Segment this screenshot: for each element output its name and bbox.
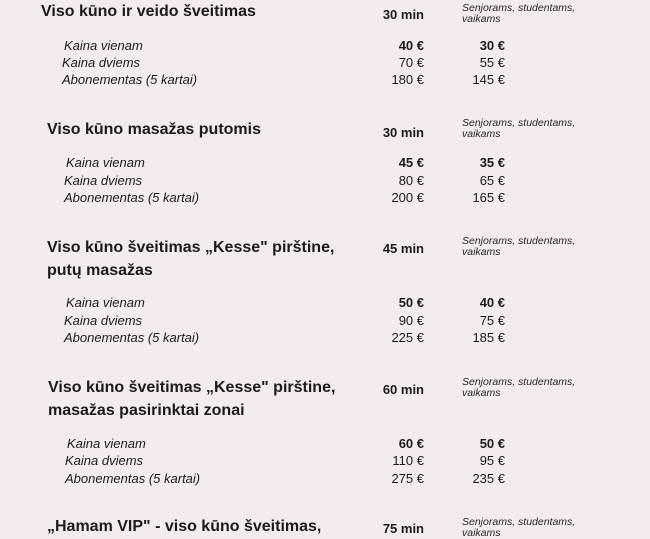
price-label: Kaina dviems <box>64 313 143 328</box>
regular-price: 180 € <box>391 72 424 87</box>
regular-price: 60 € <box>398 436 424 451</box>
discount-note: Senjorams, studentams, vaikams <box>462 117 576 140</box>
regular-price: 50 € <box>398 295 424 310</box>
reduced-price: 145 € <box>472 72 505 87</box>
discount-note: Senjorams, studentams, vaikams <box>462 235 576 258</box>
service-duration: 30 min <box>382 7 424 22</box>
price-row: Abonementas (5 kartai) 275 € 235 € <box>0 471 650 488</box>
regular-price: 110 € <box>392 453 424 468</box>
price-label: Abonementas (5 kartai) <box>64 190 200 205</box>
price-row: Kaina dviems 90 € 75 € <box>0 313 650 330</box>
price-label: Kaina vienam <box>66 295 145 310</box>
service-duration: 45 min <box>382 241 424 256</box>
regular-price: 90 € <box>398 313 424 328</box>
service-duration: 30 min <box>382 125 424 140</box>
regular-price: 45 € <box>398 155 424 170</box>
price-label: Kaina vienam <box>67 436 146 451</box>
reduced-price: 30 € <box>479 38 505 53</box>
service-title: Viso kūno ir veido šveitimas <box>41 3 256 20</box>
regular-price: 200 € <box>391 190 424 205</box>
price-row: Abonementas (5 kartai) 200 € 165 € <box>0 190 650 207</box>
price-label: Kaina dviems <box>62 55 141 70</box>
discount-note: Senjorams, studentams, vaikams <box>462 516 576 539</box>
price-row: Kaina dviems 80 € 65 € <box>0 173 650 190</box>
price-row: Abonementas (5 kartai) 180 € 145 € <box>0 72 650 89</box>
price-row: Abonementas (5 kartai) 225 € 185 € <box>0 330 650 347</box>
price-row: Kaina vienam 60 € 50 € <box>0 436 650 453</box>
price-label: Abonementas (5 kartai) <box>65 471 201 486</box>
reduced-price: 165 € <box>472 190 505 205</box>
regular-price: 40 € <box>398 38 424 53</box>
price-row: Kaina vienam 50 € 40 € <box>0 295 650 312</box>
reduced-price: 50 € <box>479 436 505 451</box>
price-row: Kaina dviems 70 € 55 € <box>0 55 650 72</box>
service-title: Viso kūno masažas putomis <box>47 121 261 138</box>
reduced-price: 75 € <box>479 313 505 328</box>
price-row: Kaina vienam 40 € 30 € <box>0 38 650 55</box>
reduced-price: 35 € <box>479 155 505 170</box>
reduced-price: 95 € <box>479 453 505 468</box>
price-row: Kaina vienam 45 € 35 € <box>0 155 650 172</box>
regular-price: 70 € <box>398 55 424 70</box>
service-title: Viso kūno šveitimas „Kesse" pirštine, ma… <box>48 379 336 419</box>
price-label: Abonementas (5 kartai) <box>64 330 200 345</box>
price-label: Abonementas (5 kartai) <box>62 72 198 87</box>
price-row: Kaina dviems 110 € 95 € <box>0 453 650 470</box>
regular-price: 225 € <box>391 330 424 345</box>
service-duration: 60 min <box>382 382 424 397</box>
regular-price: 275 € <box>391 471 424 486</box>
service-title: „Hamam VIP" - viso kūno šveitimas, <box>47 518 322 535</box>
price-label: Kaina dviems <box>64 173 143 188</box>
service-duration: 75 min <box>382 521 424 536</box>
price-label: Kaina dviems <box>65 453 144 468</box>
reduced-price: 40 € <box>479 295 505 310</box>
reduced-price: 65 € <box>479 173 505 188</box>
service-title: Viso kūno šveitimas „Kesse" pirštine, pu… <box>47 239 335 279</box>
reduced-price: 55 € <box>479 55 505 70</box>
reduced-price: 235 € <box>472 471 505 486</box>
price-label: Kaina vienam <box>64 38 143 53</box>
discount-note: Senjorams, studentams, vaikams <box>462 376 576 399</box>
price-label: Kaina vienam <box>66 155 145 170</box>
discount-note: Senjorams, studentams, vaikams <box>462 2 576 25</box>
regular-price: 80 € <box>398 173 424 188</box>
reduced-price: 185 € <box>472 330 505 345</box>
